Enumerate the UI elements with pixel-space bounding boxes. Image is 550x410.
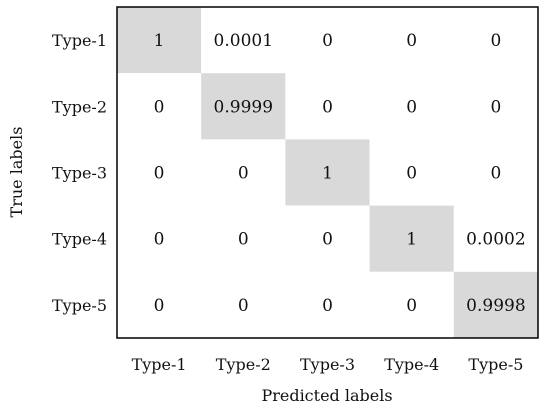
matrix-cells bbox=[117, 7, 538, 338]
plot-frame bbox=[116, 6, 539, 339]
y-tick-label: Type-5 bbox=[52, 296, 107, 315]
matrix-cell-r2-c1 bbox=[117, 73, 202, 140]
matrix-cell-r3-c5 bbox=[453, 139, 538, 206]
y-tick-label: Type-1 bbox=[52, 31, 107, 50]
matrix-cell-r1-c3 bbox=[285, 7, 370, 74]
y-tick-label: Type-4 bbox=[52, 230, 107, 249]
matrix-cell-r5-c2 bbox=[201, 271, 286, 338]
matrix-cell-r1-c1 bbox=[117, 7, 202, 74]
matrix-cell-r1-c2 bbox=[201, 7, 286, 74]
cell-value-r4-c3: 0 bbox=[322, 230, 333, 250]
matrix-cell-r3-c1 bbox=[117, 139, 202, 206]
matrix-cell-r5-c1 bbox=[117, 271, 202, 338]
matrix-cell-r3-c4 bbox=[369, 139, 454, 206]
cell-value-r3-c4: 0 bbox=[406, 164, 417, 184]
matrix-cell-r2-c3 bbox=[285, 73, 370, 140]
x-tick-label: Type-3 bbox=[300, 355, 355, 374]
matrix-cell-r2-c4 bbox=[369, 73, 454, 140]
y-tick-label: Type-2 bbox=[52, 97, 107, 116]
cell-value-r1-c2: 0.0001 bbox=[214, 31, 273, 51]
cell-value-r5-c2: 0 bbox=[238, 296, 249, 316]
cell-value-r1-c5: 0 bbox=[490, 31, 501, 51]
x-tick-label: Type-1 bbox=[132, 355, 187, 374]
x-axis-title: Predicted labels bbox=[261, 386, 392, 405]
cell-value-r4-c5: 0.0002 bbox=[466, 230, 525, 250]
cell-value-r1-c4: 0 bbox=[406, 31, 417, 51]
cell-value-r4-c4: 1 bbox=[406, 230, 417, 250]
cell-value-r3-c2: 0 bbox=[238, 164, 249, 184]
matrix-cell-r1-c5 bbox=[453, 7, 538, 74]
matrix-cell-r4-c5 bbox=[453, 205, 538, 272]
x-tick-labels: Type-1 Type-2 Type-3 Type-4 Type-5 bbox=[132, 355, 524, 374]
cell-value-r3-c5: 0 bbox=[490, 164, 501, 184]
cell-value-r4-c2: 0 bbox=[238, 230, 249, 250]
cell-values: 1 0.0001 0 0 0 0 0.9999 0 0 0 0 0 1 0 0 0 0 0 1 0.0002 0 0 0 0 0… bbox=[154, 31, 526, 316]
matrix-cell-r4-c2 bbox=[201, 205, 286, 272]
matrix-cell-r5-c5 bbox=[453, 271, 538, 338]
cell-value-r3-c3: 1 bbox=[322, 164, 333, 184]
cell-value-r3-c1: 0 bbox=[154, 164, 165, 184]
cell-value-r2-c1: 0 bbox=[154, 97, 165, 117]
matrix-cell-r5-c4 bbox=[369, 271, 454, 338]
cell-value-r1-c1: 1 bbox=[154, 31, 165, 51]
matrix-cell-r5-c3 bbox=[285, 271, 370, 338]
y-tick-labels: Type-1 Type-2 Type-3 Type-4 Type-5 bbox=[52, 31, 107, 315]
x-tick-label: Type-2 bbox=[216, 355, 271, 374]
matrix-cell-r4-c3 bbox=[285, 205, 370, 272]
matrix-cell-r1-c4 bbox=[369, 7, 454, 74]
cell-value-r5-c1: 0 bbox=[154, 296, 165, 316]
cell-value-r5-c5: 0.9998 bbox=[466, 296, 525, 316]
cell-value-r1-c3: 0 bbox=[322, 31, 333, 51]
cell-value-r2-c2: 0.9999 bbox=[214, 97, 273, 117]
x-tick-label: Type-4 bbox=[384, 355, 439, 374]
matrix-cell-r3-c2 bbox=[201, 139, 286, 206]
matrix-cell-r2-c2 bbox=[201, 73, 286, 140]
matrix-cell-r4-c4 bbox=[369, 205, 454, 272]
cell-value-r5-c3: 0 bbox=[322, 296, 333, 316]
cell-value-r2-c4: 0 bbox=[406, 97, 417, 117]
x-tick-label: Type-5 bbox=[468, 355, 523, 374]
cell-value-r5-c4: 0 bbox=[406, 296, 417, 316]
cell-value-r2-c3: 0 bbox=[322, 97, 333, 117]
matrix-cell-r2-c5 bbox=[453, 73, 538, 140]
cell-value-r4-c1: 0 bbox=[154, 230, 165, 250]
y-axis-title: True labels bbox=[7, 127, 26, 218]
matrix-cell-r4-c1 bbox=[117, 205, 202, 272]
y-tick-label: Type-3 bbox=[52, 164, 107, 183]
cell-value-r2-c5: 0 bbox=[490, 97, 501, 117]
matrix-cell-r3-c3 bbox=[285, 139, 370, 206]
